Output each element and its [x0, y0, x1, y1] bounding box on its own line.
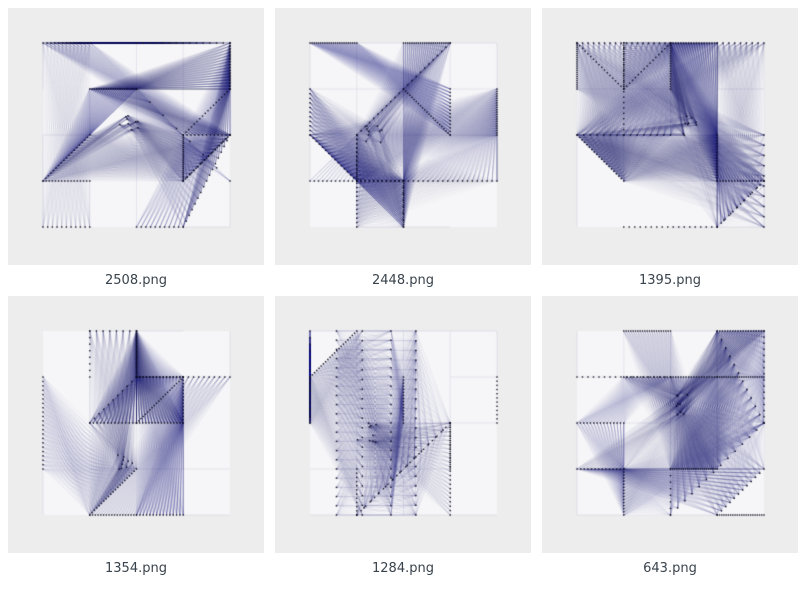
- image-filename: 1284.png: [275, 553, 531, 584]
- thumbnail-plot: [542, 8, 798, 265]
- image-filename: 643.png: [542, 553, 798, 584]
- gallery-tile[interactable]: 1284.png: [275, 296, 531, 584]
- thumbnail-plot: [8, 296, 264, 553]
- network-plot-image: [275, 8, 531, 265]
- image-filename: 1395.png: [542, 265, 798, 296]
- gallery-tile[interactable]: 2448.png: [275, 8, 531, 296]
- thumbnail-plot: [8, 8, 264, 265]
- gallery-tile[interactable]: 643.png: [542, 296, 798, 584]
- network-plot-image: [542, 296, 798, 553]
- image-filename: 2448.png: [275, 265, 531, 296]
- gallery-tile[interactable]: 1354.png: [8, 296, 264, 584]
- thumbnail-plot: [275, 8, 531, 265]
- image-filename: 2508.png: [8, 265, 264, 296]
- gallery-tile[interactable]: 2508.png: [8, 8, 264, 296]
- network-plot-image: [275, 296, 531, 553]
- gallery-tile[interactable]: 1395.png: [542, 8, 798, 296]
- thumbnail-plot: [275, 296, 531, 553]
- network-plot-image: [8, 296, 264, 553]
- image-filename: 1354.png: [8, 553, 264, 584]
- network-plot-image: [542, 8, 798, 265]
- network-plot-image: [8, 8, 264, 265]
- thumbnail-plot: [542, 296, 798, 553]
